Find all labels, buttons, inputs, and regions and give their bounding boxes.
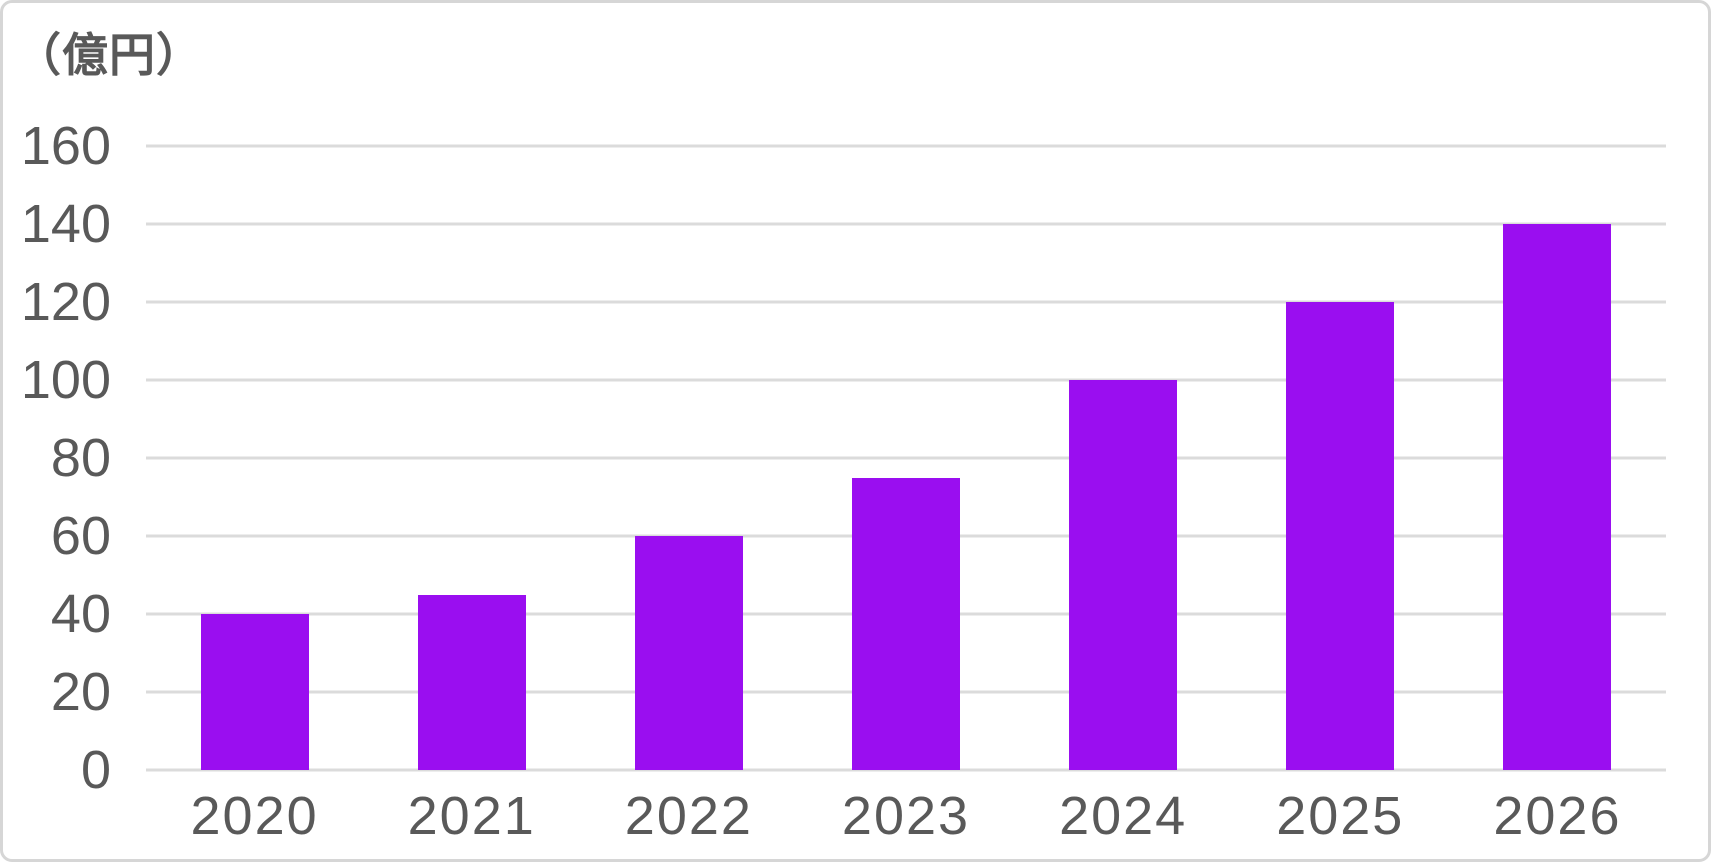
y-tick-label-20: 20 [50, 662, 111, 722]
gridline-120 [146, 300, 1666, 304]
bar-2025 [1286, 302, 1395, 770]
bar-column-2025 [1232, 146, 1449, 770]
x-axis: 2020 2021 2022 2023 2024 2025 2026 [146, 785, 1666, 847]
x-tick-label-2020: 2020 [190, 786, 319, 846]
x-tick-label-2023: 2023 [841, 786, 971, 846]
bar-column-2022 [580, 146, 797, 770]
gridline-140 [146, 222, 1666, 226]
y-tick-label-40: 40 [50, 584, 111, 644]
bar-2022 [634, 536, 743, 770]
y-tick-label-120: 120 [20, 272, 111, 332]
gridline-80 [146, 456, 1666, 460]
y-tick-label-100: 100 [20, 350, 111, 410]
bar-column-2020 [146, 146, 363, 770]
bar-2020 [200, 614, 309, 770]
bar-2024 [1069, 380, 1178, 770]
y-tick-label-0: 0 [80, 740, 111, 800]
y-tick-label-140: 140 [20, 194, 111, 254]
bar-column-2024 [1015, 146, 1232, 770]
y-tick-label-80: 80 [50, 428, 111, 488]
gridline-0 [146, 768, 1666, 772]
x-tick-label-2021: 2021 [407, 786, 536, 846]
bar-2021 [417, 594, 526, 770]
x-tick-label-2026: 2026 [1493, 786, 1622, 846]
bar-column-2021 [363, 146, 580, 770]
bar-2023 [852, 477, 960, 770]
gridline-160 [146, 144, 1666, 148]
y-axis: 0 20 40 60 80 100 120 140 160 [3, 116, 115, 800]
x-tick-label-2025: 2025 [1276, 786, 1405, 846]
plot-area [146, 144, 1666, 772]
y-axis-unit-label: （億円） [15, 29, 203, 81]
gridline-100 [146, 378, 1666, 382]
x-tick-label-2022: 2022 [624, 786, 753, 846]
bar-2026 [1503, 224, 1612, 770]
bar-column-2026 [1449, 146, 1666, 770]
x-tick-label-2024: 2024 [1059, 786, 1188, 846]
y-tick-label-160: 160 [20, 116, 111, 176]
bars-layer [146, 146, 1666, 770]
y-tick-label-60: 60 [50, 506, 111, 566]
bar-column-2023 [797, 146, 1014, 770]
